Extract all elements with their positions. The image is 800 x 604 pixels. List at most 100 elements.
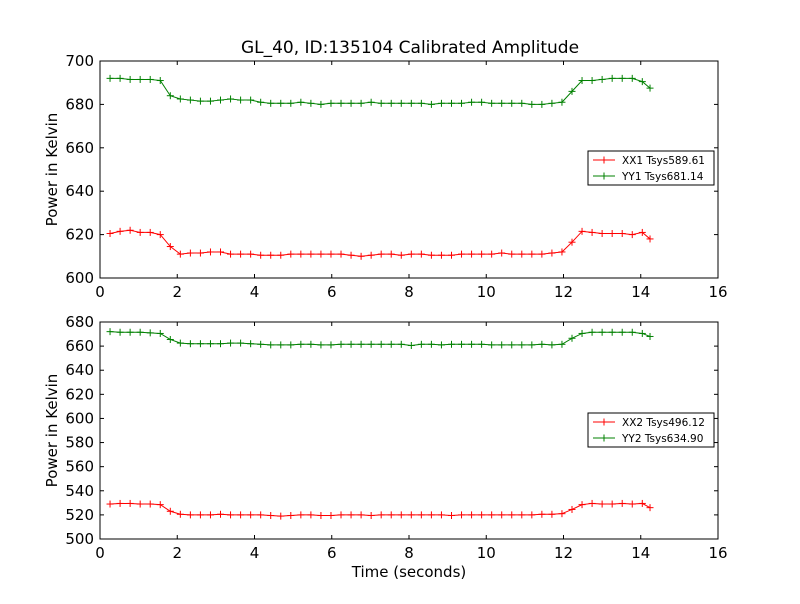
y-axis-label: Power in Kelvin	[43, 113, 61, 227]
data-point	[277, 99, 285, 107]
data-point	[548, 99, 556, 107]
data-point	[628, 231, 636, 239]
data-point	[146, 329, 154, 337]
data-point	[518, 99, 526, 107]
legend-item: YY2 Tsys634.90	[593, 433, 703, 445]
data-point	[468, 511, 476, 519]
data-point	[367, 340, 375, 348]
data-point	[578, 501, 586, 509]
data-point	[247, 340, 255, 348]
x-tick-label: 4	[250, 283, 260, 301]
data-point	[156, 231, 164, 239]
data-point	[548, 249, 556, 257]
y-axis-label: Power in Kelvin	[43, 374, 61, 488]
data-point	[608, 328, 616, 336]
data-point	[498, 249, 506, 257]
data-point	[578, 329, 586, 337]
data-point	[186, 249, 194, 257]
data-point	[257, 251, 265, 259]
data-point	[417, 99, 425, 107]
data-point	[417, 250, 425, 258]
data-point	[367, 511, 375, 519]
data-point	[217, 510, 225, 518]
data-point	[548, 510, 556, 518]
data-point	[538, 250, 546, 258]
data-point	[237, 339, 245, 347]
data-point	[337, 250, 345, 258]
x-tick-label: 12	[554, 283, 573, 301]
data-point	[287, 511, 295, 519]
data-point	[357, 511, 365, 519]
data-point	[468, 250, 476, 258]
data-point	[447, 251, 455, 259]
legend-label: XX1 Tsys589.61	[622, 155, 705, 167]
data-point	[628, 328, 636, 336]
panel-2: 0 2 4 6 8 10 12 14 16 500 520 540 560 580 600 620 640 660…	[43, 313, 728, 581]
data-point	[568, 334, 576, 342]
x-tick-label: 8	[404, 544, 414, 562]
data-point	[196, 249, 204, 257]
x-tick-label: 4	[250, 544, 260, 562]
data-point	[646, 504, 654, 512]
x-tick-label: 14	[631, 283, 650, 301]
data-point	[317, 250, 325, 258]
data-point	[377, 250, 385, 258]
data-point	[407, 511, 415, 519]
data-point	[357, 340, 365, 348]
data-point	[377, 99, 385, 107]
data-point	[217, 248, 225, 256]
data-point	[106, 328, 114, 336]
data-point	[578, 77, 586, 85]
x-tick-label: 12	[554, 544, 573, 562]
data-point	[277, 251, 285, 259]
data-point	[508, 99, 516, 107]
data-point	[558, 98, 566, 106]
data-point	[347, 99, 355, 107]
data-point	[437, 341, 445, 349]
y-tick-label: 560	[65, 458, 94, 476]
y-tick-label: 620	[65, 226, 94, 244]
data-point	[166, 507, 174, 515]
data-point	[646, 332, 654, 340]
data-point	[367, 251, 375, 259]
data-point	[638, 228, 646, 236]
data-point	[478, 98, 486, 106]
data-point	[588, 328, 596, 336]
data-point	[618, 499, 626, 507]
legend-item: XX2 Tsys496.12	[593, 417, 705, 429]
data-point	[166, 335, 174, 343]
data-point	[136, 500, 144, 508]
data-point	[297, 98, 305, 106]
data-point	[176, 250, 184, 258]
data-point	[227, 339, 235, 347]
data-point	[237, 250, 245, 258]
data-point	[307, 99, 315, 107]
x-tick-label: 10	[477, 544, 496, 562]
x-tick-label: 16	[708, 283, 727, 301]
data-point	[478, 511, 486, 519]
data-point	[217, 340, 225, 348]
data-point	[267, 251, 275, 259]
data-point	[578, 227, 586, 235]
series-line	[109, 229, 651, 257]
data-point	[357, 252, 365, 260]
data-point	[126, 499, 134, 507]
data-point	[646, 84, 654, 92]
data-point	[548, 341, 556, 349]
data-point	[427, 251, 435, 259]
data-point	[237, 96, 245, 104]
data-point	[628, 500, 636, 508]
data-point	[568, 87, 576, 95]
data-point	[498, 341, 506, 349]
data-point	[237, 511, 245, 519]
x-tick-label: 2	[172, 544, 182, 562]
data-point	[518, 511, 526, 519]
y-tick-label: 640	[65, 182, 94, 200]
data-point	[508, 341, 516, 349]
data-point	[468, 340, 476, 348]
data-point	[437, 251, 445, 259]
y-tick-label: 680	[65, 313, 94, 331]
data-point	[488, 250, 496, 258]
y-tick-label: 640	[65, 361, 94, 379]
data-point	[397, 340, 405, 348]
